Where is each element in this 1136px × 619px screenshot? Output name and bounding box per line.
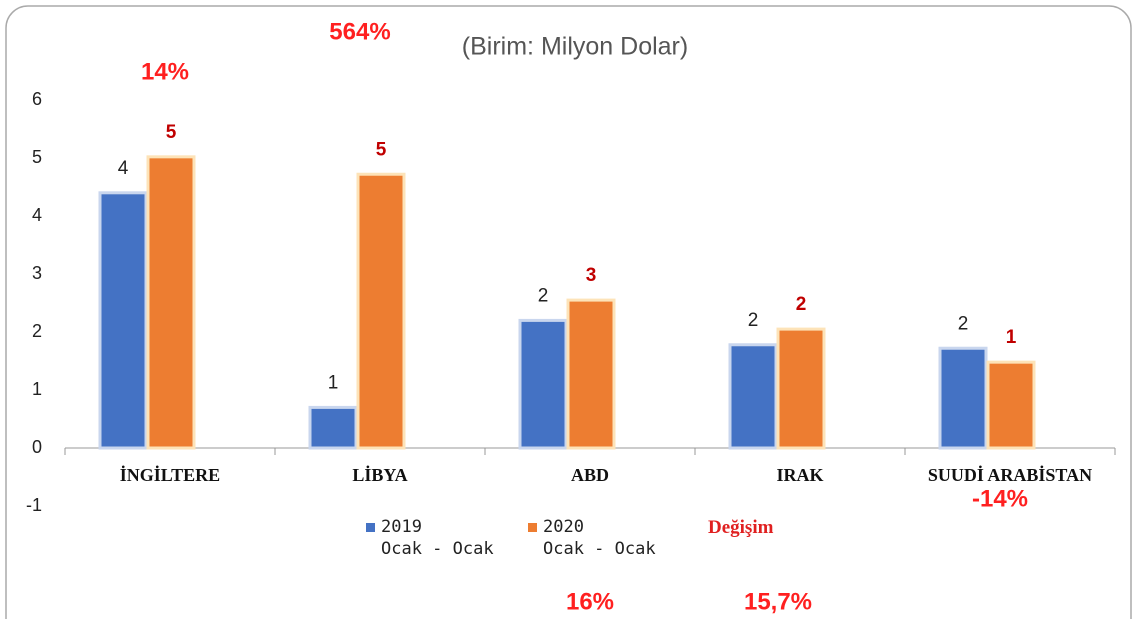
bar [938,346,988,450]
y-tick-label: 5 [32,147,42,167]
data-label: 2 [796,294,807,315]
annotation: 16% [566,588,614,615]
data-label: 5 [376,139,387,160]
y-tick-label: 4 [32,205,42,225]
annotation: 14% [141,58,189,85]
x-tick-label: İNGİLTERE [120,465,220,485]
legend-marker [528,523,537,532]
data-label: 2 [958,313,969,334]
data-label: 1 [1006,327,1017,348]
y-tick-label: 3 [32,263,42,283]
y-tick-label: 1 [32,379,42,399]
bar [986,360,1036,450]
data-label: 4 [118,158,129,179]
annotation: 15,7% [744,588,812,615]
bar [566,298,616,450]
bar [776,327,826,450]
y-tick-label: 6 [32,89,42,109]
x-tick-label: IRAK [776,465,823,485]
chart-subtitle: (Birim: Milyon Dolar) [462,33,688,61]
bar [308,405,358,450]
x-tick-label: SUUDİ ARABİSTAN [928,465,1092,485]
bar [98,191,148,450]
bar [146,155,196,450]
bar [518,318,568,450]
frame [5,5,1132,619]
annotation: -14% [972,485,1028,512]
y-tick-label: 0 [32,437,42,457]
data-label: 3 [586,265,597,286]
bar [356,172,406,450]
x-tick-label: LİBYA [352,465,407,485]
annotation: 564% [329,18,390,45]
data-label: 2 [748,310,759,331]
x-tick-label: ABD [571,465,609,485]
data-label: 2 [538,285,549,306]
data-label: 1 [328,372,339,393]
legend-entry: 2019 Ocak - Ocak [381,517,494,559]
data-label: 5 [166,122,177,143]
legend-marker [366,523,375,532]
bar [728,343,778,450]
y-tick-label: -1 [26,495,42,515]
legend-extra: Değişim [708,517,774,538]
legend-entry: 2020 Ocak - Ocak [543,517,656,559]
y-tick-label: 2 [32,321,42,341]
